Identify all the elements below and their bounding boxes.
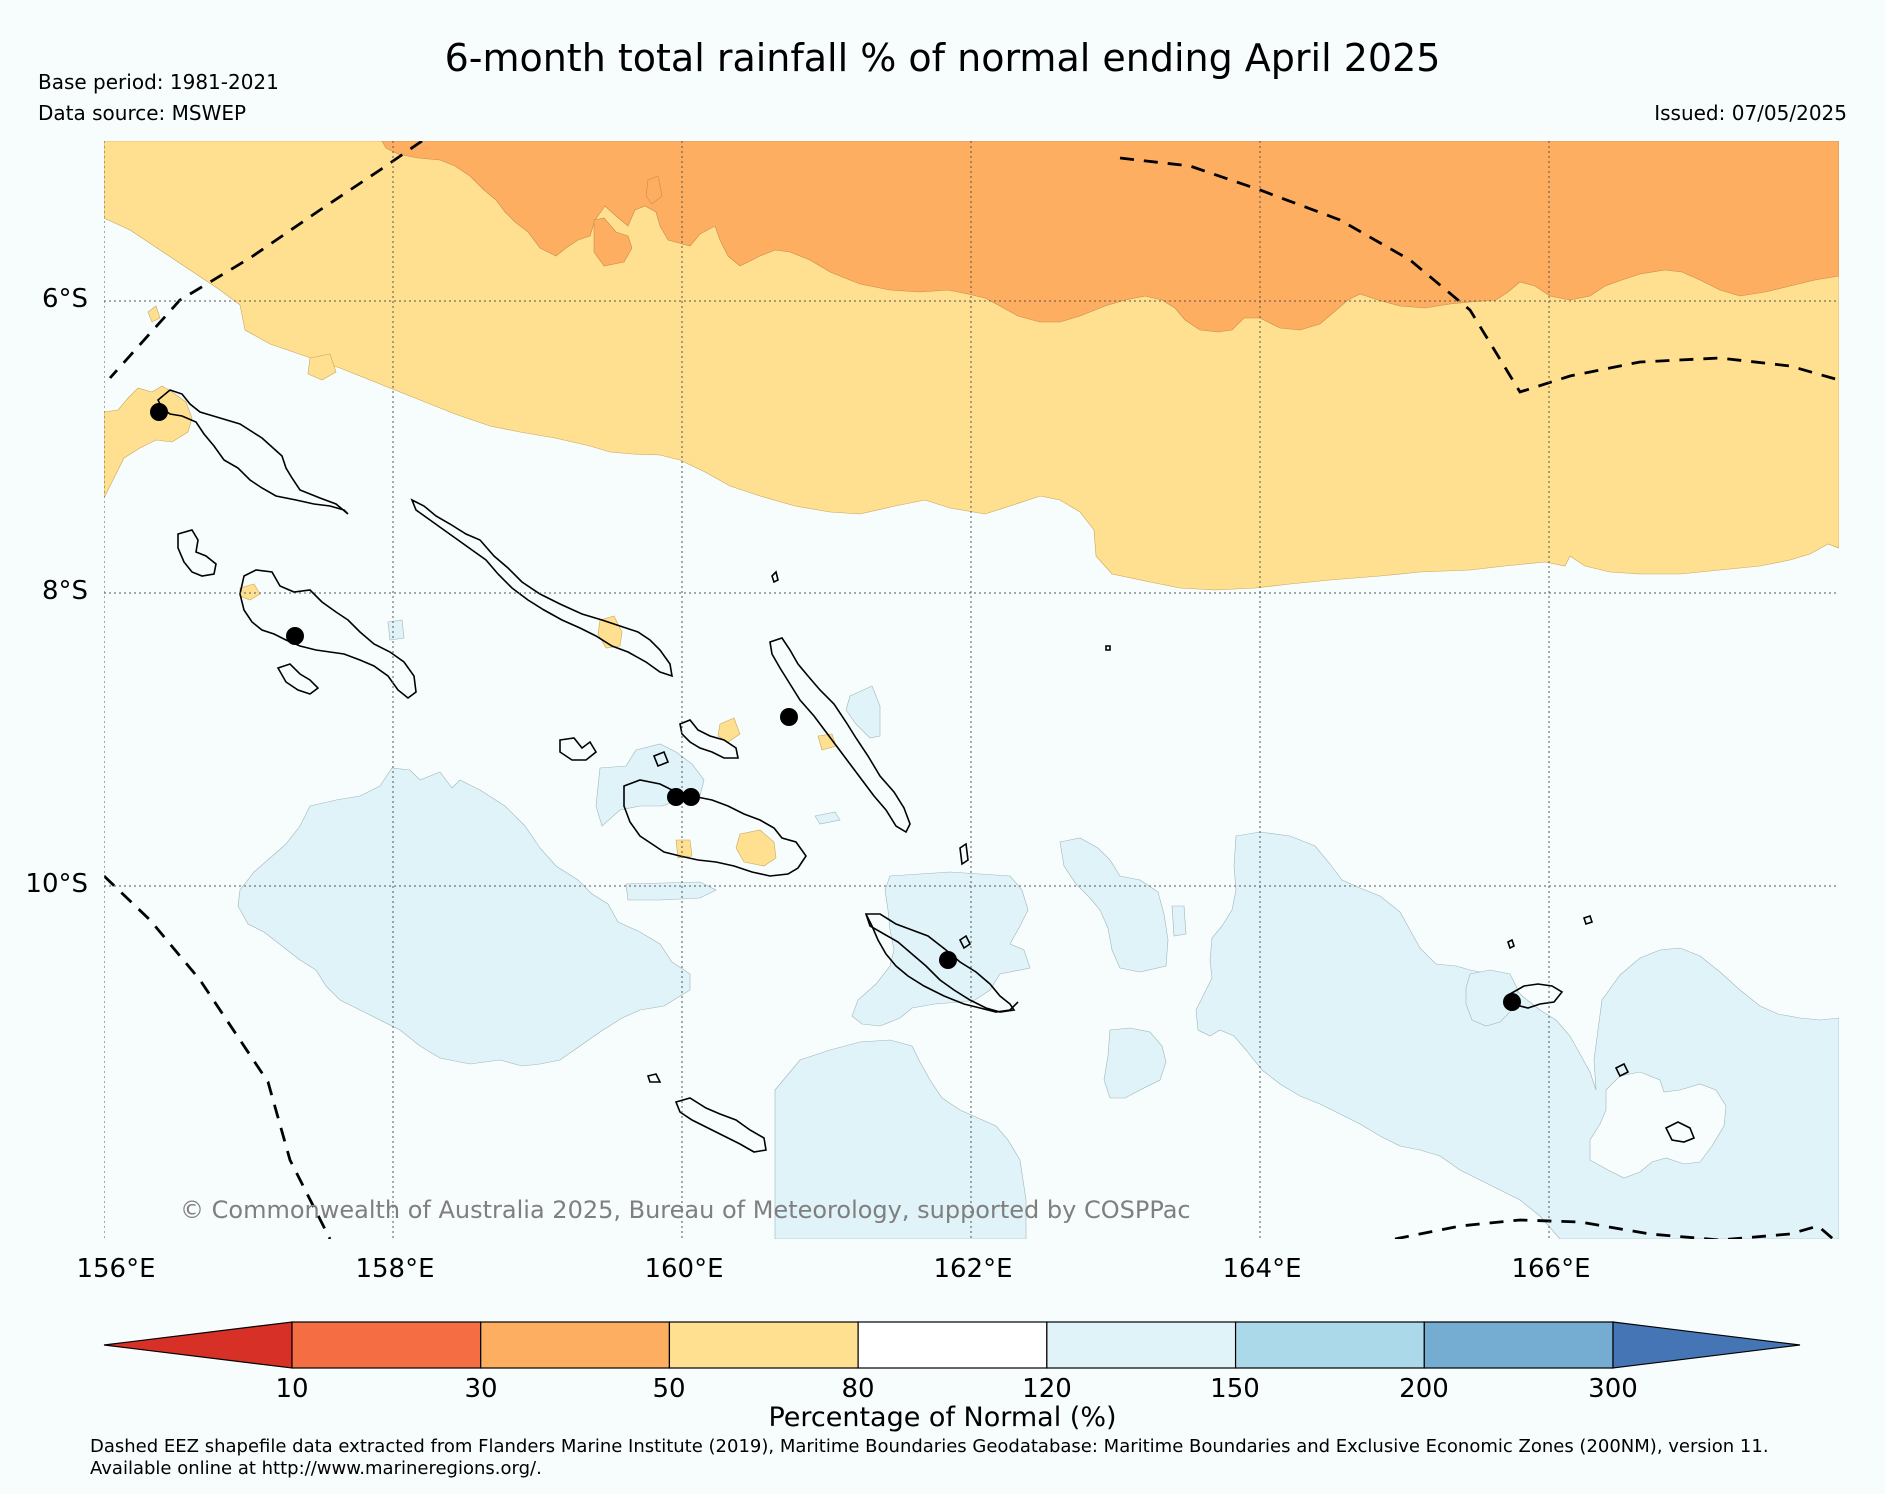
station-markers — [150, 403, 1521, 1011]
latitude-label-8s: 8°S — [41, 576, 88, 606]
data-source-label: Data source: MSWEP — [38, 101, 247, 125]
colorbar-extend-low — [103, 1321, 293, 1369]
rainfall-region-120-150-west — [237, 767, 691, 1067]
savo-island — [652, 750, 670, 768]
station-marker — [286, 627, 304, 645]
small-island-maramasike — [959, 842, 969, 866]
vella-lavella-island — [177, 529, 217, 577]
station-marker — [667, 788, 685, 806]
station-marker — [1503, 993, 1521, 1011]
rennell-island — [674, 1097, 767, 1153]
station-marker — [780, 708, 798, 726]
rainfall-region-120-150-south — [774, 1039, 1027, 1239]
reef-islands — [1507, 938, 1515, 950]
colorbar-tick: 150 — [1210, 1374, 1260, 1404]
copyright-notice: © Commonwealth of Australia 2025, Bureau… — [180, 1196, 1191, 1224]
malaita-island — [864, 913, 1016, 1013]
longitude-label-158e: 158°E — [355, 1254, 435, 1284]
longitude-label-164e: 164°E — [1222, 1254, 1302, 1284]
new-georgia-island — [239, 569, 417, 700]
santa-isabel-island — [769, 637, 911, 834]
colorbar-segment — [1423, 1321, 1614, 1369]
colorbar-tick: 120 — [1022, 1374, 1072, 1404]
colorbar-extend-high — [1612, 1321, 1801, 1369]
issued-date-label: Issued: 07/05/2025 — [1654, 101, 1847, 125]
colorbar-segment — [1046, 1321, 1237, 1369]
base-period-label: Base period: 1981-2021 — [38, 70, 279, 94]
colorbar-tick: 30 — [464, 1374, 498, 1404]
map-gridlines — [104, 141, 1839, 1239]
station-marker — [150, 403, 168, 421]
choiseul-island — [410, 498, 674, 678]
duff-islands — [1582, 914, 1594, 926]
colorbar-tick: 300 — [1588, 1374, 1638, 1404]
eez-boundary-png-south — [104, 874, 332, 1239]
colorbar-tick: 80 — [841, 1374, 875, 1404]
colorbar-label: Percentage of Normal (%) — [768, 1402, 1117, 1433]
footnote-line-2: Available online at http://www.marinereg… — [90, 1458, 542, 1479]
longitude-label-166e: 166°E — [1511, 1254, 1591, 1284]
san-cristobal-island — [865, 913, 1019, 1013]
colorbar-tick: 200 — [1399, 1374, 1449, 1404]
bougainville-island — [157, 389, 349, 515]
station-marker — [939, 951, 957, 969]
rainfall-region-120-150-east — [1103, 1027, 1167, 1099]
colorbar-tick: 50 — [652, 1374, 686, 1404]
rainfall-region-30-50 — [381, 141, 1839, 333]
eez-boundary-vanuatu — [1394, 1218, 1836, 1239]
map-title: 6-month total rainfall % of normal endin… — [444, 36, 1441, 80]
colorbar-segment — [291, 1321, 482, 1369]
footnote-line-1: Dashed EEZ shapefile data extracted from… — [90, 1436, 1769, 1457]
colorbar-segment — [480, 1321, 671, 1369]
eez-boundaries — [104, 141, 1839, 1239]
colorbar-segment — [668, 1321, 859, 1369]
rainfall-map — [104, 141, 1839, 1239]
colorbar — [103, 1321, 1801, 1369]
coastlines — [157, 389, 1696, 1153]
station-marker — [682, 788, 700, 806]
latitude-label-6s: 6°S — [41, 284, 88, 314]
longitude-label-156e: 156°E — [76, 1254, 156, 1284]
rendova-island — [276, 663, 320, 695]
vanikoro-island — [1664, 1121, 1696, 1143]
utupua-island — [1614, 1062, 1630, 1078]
colorbar-tick: 10 — [275, 1374, 309, 1404]
rainfall-region-120-150-east-central — [1059, 837, 1169, 973]
eez-boundary-tuvalu — [1119, 156, 1839, 394]
small-island-north — [771, 570, 779, 584]
florida-islands — [559, 737, 598, 761]
bellona-island — [646, 1073, 662, 1083]
colorbar-segment — [857, 1321, 1048, 1369]
small-island-ulawa — [958, 934, 972, 950]
longitude-label-160e: 160°E — [644, 1254, 724, 1284]
ontong-java — [1105, 645, 1111, 651]
longitude-label-162e: 162°E — [933, 1254, 1013, 1284]
colorbar-segment — [1234, 1321, 1425, 1369]
russell-islands — [679, 719, 739, 759]
latitude-label-10s: 10°S — [25, 869, 88, 899]
